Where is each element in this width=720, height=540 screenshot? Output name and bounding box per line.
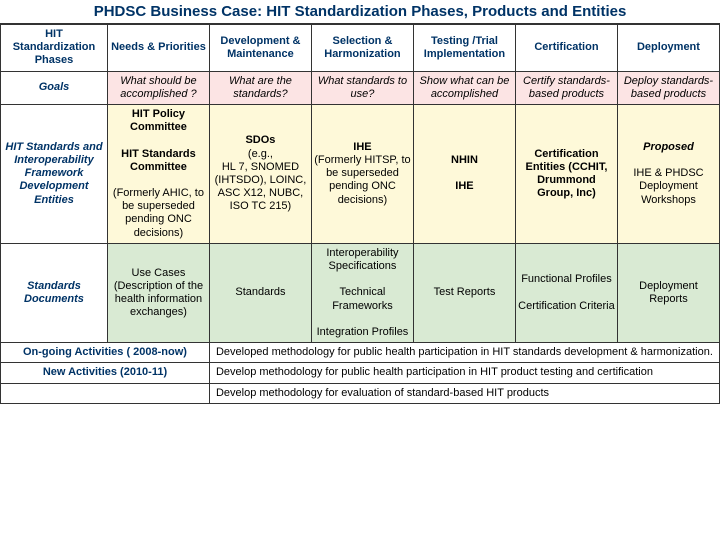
goals-development: What are the standards? <box>209 71 311 104</box>
documents-development: Standards <box>209 243 311 342</box>
new-activities-row: New Activities (2010-11) Develop methodo… <box>1 363 720 383</box>
entities-deployment: Proposed IHE & PHDSC Deployment Workshop… <box>617 104 719 243</box>
goals-row: Goals What should be accomplished ? What… <box>1 71 720 104</box>
ongoing-activities-row: On-going Activities ( 2008-now) Develope… <box>1 343 720 363</box>
new-label: New Activities (2010-11) <box>1 363 210 383</box>
page-title: PHDSC Business Case: HIT Standardization… <box>0 0 720 24</box>
entities-needs: HIT Policy Committee HIT Standards Commi… <box>107 104 209 243</box>
col-selection: Selection & Harmonization <box>311 25 413 72</box>
col-development: Development & Maintenance <box>209 25 311 72</box>
col-phases: HIT Standardization Phases <box>1 25 108 72</box>
col-deployment: Deployment <box>617 25 719 72</box>
col-testing: Testing /Trial Implementation <box>413 25 515 72</box>
ongoing-text: Developed methodology for public health … <box>209 343 719 363</box>
partial-text: Develop methodology for evaluation of st… <box>209 383 719 403</box>
partial-label <box>1 383 210 403</box>
documents-certification: Functional ProfilesCertification Criteri… <box>515 243 617 342</box>
entities-development: SDOs (e.g.,HL 7, SNOMED (IHTSDO), LOINC,… <box>209 104 311 243</box>
header-row: HIT Standardization Phases Needs & Prior… <box>1 25 720 72</box>
goals-selection: What standards to use? <box>311 71 413 104</box>
entities-certification: Certification Entities (CCHIT, Drummond … <box>515 104 617 243</box>
phases-table: HIT Standardization Phases Needs & Prior… <box>0 24 720 404</box>
entities-testing: NHIN IHE <box>413 104 515 243</box>
entities-selection: IHE (Formerly HITSP, to be superseded pe… <box>311 104 413 243</box>
documents-needs: Use Cases (Description of the health inf… <box>107 243 209 342</box>
partial-activities-row: Develop methodology for evaluation of st… <box>1 383 720 403</box>
new-text: Develop methodology for public health pa… <box>209 363 719 383</box>
documents-label: Standards Documents <box>1 243 108 342</box>
entities-label: HIT Standards and Interoperability Frame… <box>1 104 108 243</box>
goals-testing: Show what can be accomplished <box>413 71 515 104</box>
goals-needs: What should be accomplished ? <box>107 71 209 104</box>
goals-certification: Certify standards-based products <box>515 71 617 104</box>
goals-deployment: Deploy standards-based products <box>617 71 719 104</box>
documents-selection: Interoperability SpecificationsTechnical… <box>311 243 413 342</box>
col-needs: Needs & Priorities <box>107 25 209 72</box>
documents-testing: Test Reports <box>413 243 515 342</box>
documents-row: Standards Documents Use Cases (Descripti… <box>1 243 720 342</box>
goals-label: Goals <box>1 71 108 104</box>
entities-row: HIT Standards and Interoperability Frame… <box>1 104 720 243</box>
ongoing-label: On-going Activities ( 2008-now) <box>1 343 210 363</box>
col-certification: Certification <box>515 25 617 72</box>
documents-deployment: Deployment Reports <box>617 243 719 342</box>
